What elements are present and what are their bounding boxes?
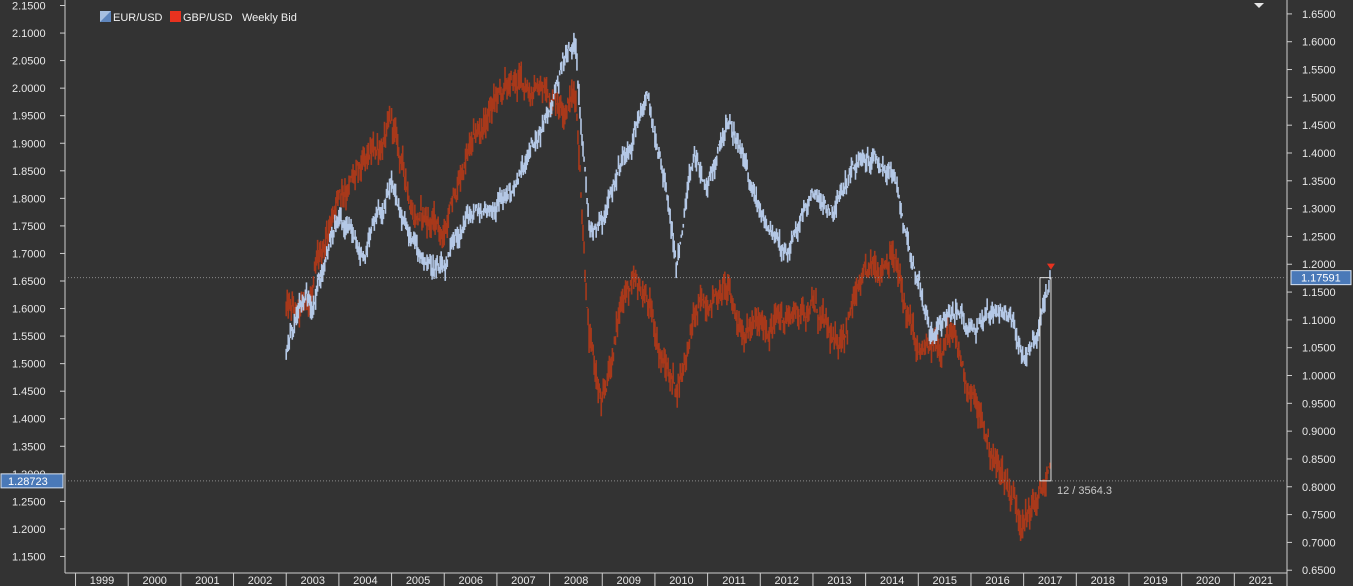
x-tick-label-6: 2005 [406,575,430,586]
x-tick-label-7: 2006 [458,575,482,586]
right-tick-label-14: 1.3500 [1302,176,1336,188]
left-tick-label-10: 1.6500 [12,276,46,288]
last-value-marker [1046,263,1055,270]
left-tick-label-7: 1.5000 [12,359,46,371]
right-tick-label-20: 1.6500 [1302,9,1336,21]
x-tick-label-21: 2020 [1196,575,1220,586]
right-tick-label-7: 1.0000 [1302,371,1336,383]
right-tick-label-17: 1.5000 [1302,92,1336,104]
gbp-usd-series-layer [285,61,1051,542]
right-tick-label-4: 0.8500 [1302,454,1336,466]
legend[interactable]: EUR/USD GBP/USD Weekly Bid [100,11,297,24]
x-tick-label-11: 2010 [669,575,693,586]
x-tick-label-18: 2017 [1038,575,1062,586]
right-tick-label-13: 1.3000 [1302,204,1336,216]
right-tick-label-8: 1.0500 [1302,343,1336,355]
right-tick-label-1: 0.7000 [1302,537,1336,549]
x-tick-label-4: 2003 [300,575,324,586]
left-tick-label-1: 1.2000 [12,524,46,536]
right-tick-label-9: 1.1000 [1302,315,1336,327]
right-tick-label-11: 1.2000 [1302,259,1336,271]
eur-last-value-tag [1290,270,1352,286]
legend-item-gbp-usd[interactable]: GBP/USD [170,11,233,24]
left-tick-label-9: 1.6000 [12,304,46,316]
x-tick-label-20: 2019 [1143,575,1167,586]
left-tick-label-5: 1.4000 [12,414,46,426]
x-tick-label-15: 2014 [880,575,904,586]
overlay-layer: 1.28723 1.17591 12 / 3564.3 [0,263,1352,497]
left-tick-label-15: 1.9000 [12,138,46,150]
x-tick-label-14: 2013 [827,575,851,586]
left-tick-label-0: 1.1500 [12,551,46,563]
left-tick-label-18: 2.0500 [12,56,46,68]
x-tick-label-16: 2015 [933,575,957,586]
right-tick-label-12: 1.2500 [1302,231,1336,243]
right-tick-label-6: 0.9500 [1302,398,1336,410]
x-tick-label-0: 1999 [90,575,114,586]
left-tick-label-4: 1.3500 [12,441,46,453]
x-tick-label-12: 2011 [722,575,746,586]
left-tick-label-14: 1.8500 [12,166,46,178]
right-tick-label-18: 1.5500 [1302,65,1336,77]
right-tick-label-16: 1.4500 [1302,120,1336,132]
chevron-down-icon[interactable] [1254,3,1264,8]
legend-label-eur-usd: EUR/USD [113,12,163,24]
right-tick-label-10: 1.1500 [1302,287,1336,299]
x-tick-label-5: 2004 [353,575,377,586]
left-tick-label-17: 2.0000 [12,83,46,95]
legend-item-eur-usd[interactable]: EUR/USD [100,11,163,24]
left-tick-label-20: 2.1500 [12,1,46,13]
right-tick-label-2: 0.7500 [1302,510,1336,522]
right-tick-label-15: 1.4000 [1302,148,1336,160]
x-tick-label-22: 2021 [1249,575,1273,586]
chart-subtitle: Weekly Bid [242,12,297,24]
eur-usd-swatch-shade [100,11,111,22]
right-tick-label-0: 0.6500 [1302,565,1336,577]
axes-layer: 1.1500 1.2000 1.2500 1.3000 1.3500 1.4000 1.45… [12,0,1336,586]
left-tick-label-11: 1.7000 [12,248,46,260]
gbp-usd-swatch [170,11,181,22]
x-tick-label-9: 2008 [564,575,588,586]
x-tick-label-19: 2018 [1091,575,1115,586]
gbp-last-value-label: 1.28723 [8,476,48,488]
left-tick-label-6: 1.4500 [12,386,46,398]
right-tick-label-3: 0.8000 [1302,482,1336,494]
left-tick-label-19: 2.1000 [12,28,46,40]
gbp-last-value-tag [0,473,64,489]
x-tick-label-2: 2001 [195,575,219,586]
right-tick-label-5: 0.9000 [1302,426,1336,438]
x-tick-label-3: 2002 [248,575,272,586]
measure-annotation: 12 / 3564.3 [1057,485,1112,497]
measure-box [1039,277,1052,482]
x-tick-label-8: 2007 [511,575,535,586]
left-tick-label-2: 1.2500 [12,496,46,508]
eur-last-value-label: 1.17591 [1301,273,1341,285]
x-tick-label-1: 2000 [142,575,166,586]
left-tick-label-12: 1.7500 [12,221,46,233]
left-tick-label-16: 1.9500 [12,111,46,123]
x-tick-label-10: 2009 [617,575,641,586]
legend-label-gbp-usd: GBP/USD [183,12,233,24]
x-tick-label-13: 2012 [775,575,799,586]
x-tick-label-17: 2016 [985,575,1009,586]
eur-usd-series-layer [285,32,1051,367]
right-tick-label-19: 1.6000 [1302,37,1336,49]
left-tick-label-8: 1.5500 [12,331,46,343]
left-tick-label-13: 1.8000 [12,193,46,205]
